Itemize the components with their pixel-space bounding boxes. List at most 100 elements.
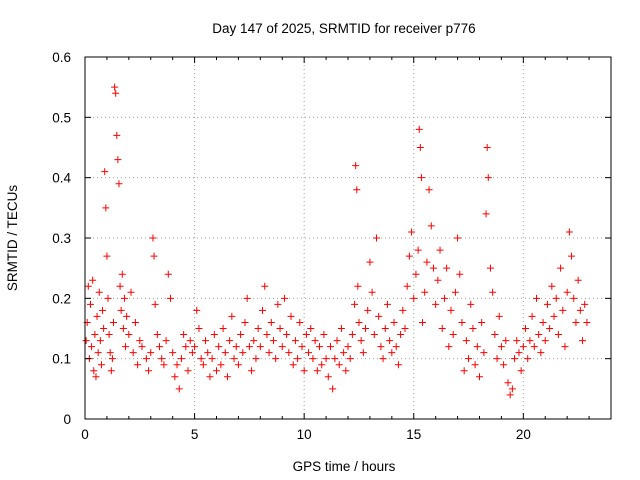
- data-point: [359, 349, 367, 357]
- data-point: [223, 373, 231, 381]
- data-point: [421, 288, 429, 296]
- data-point: [289, 361, 297, 369]
- data-point: [436, 246, 444, 254]
- data-point: [285, 349, 293, 357]
- data-point: [473, 343, 481, 351]
- data-point: [134, 361, 142, 369]
- data-point: [539, 318, 547, 326]
- data-point: [351, 300, 359, 308]
- data-point: [405, 252, 413, 260]
- data-point: [340, 349, 348, 357]
- data-point: [368, 288, 376, 296]
- data-point: [259, 306, 267, 314]
- data-point: [122, 343, 130, 351]
- data-point: [432, 300, 440, 308]
- data-point: [241, 318, 249, 326]
- data-point: [403, 282, 411, 290]
- data-point: [104, 294, 112, 302]
- data-point: [193, 306, 201, 314]
- data-point: [117, 306, 125, 314]
- data-point: [440, 294, 448, 302]
- data-point: [377, 343, 385, 351]
- data-point: [331, 355, 339, 363]
- data-point: [283, 331, 291, 339]
- data-point: [138, 343, 146, 351]
- data-point: [269, 337, 277, 345]
- data-point: [320, 331, 328, 339]
- data-point: [579, 337, 587, 345]
- y-tick-label: 0: [63, 412, 71, 427]
- data-point: [364, 306, 372, 314]
- data-point: [100, 325, 108, 332]
- data-point: [228, 312, 236, 320]
- data-point: [537, 349, 545, 357]
- data-point: [94, 349, 102, 357]
- data-point: [294, 355, 302, 363]
- data-point: [217, 361, 225, 369]
- data-point: [305, 349, 313, 357]
- data-point: [515, 349, 523, 357]
- data-point: [427, 222, 435, 230]
- data-point: [116, 282, 124, 290]
- data-point: [469, 325, 477, 332]
- data-point: [114, 156, 122, 164]
- data-point: [232, 343, 240, 351]
- data-point: [97, 361, 105, 369]
- data-point: [519, 343, 527, 351]
- data-point: [204, 349, 212, 357]
- data-point: [300, 367, 308, 375]
- data-point: [462, 337, 470, 345]
- data-point: [415, 125, 423, 133]
- data-point: [493, 355, 501, 363]
- data-points: [82, 83, 591, 399]
- data-point: [106, 349, 114, 357]
- data-point: [267, 318, 275, 326]
- data-point: [329, 385, 337, 393]
- data-point: [153, 331, 161, 339]
- x-tick-label: 5: [191, 427, 199, 442]
- data-point: [399, 306, 407, 314]
- data-point: [513, 337, 521, 345]
- data-point: [177, 355, 185, 363]
- data-point: [449, 331, 457, 339]
- data-point: [108, 355, 116, 363]
- data-point: [353, 186, 361, 194]
- data-point: [125, 331, 133, 339]
- data-point: [522, 325, 530, 332]
- data-point: [583, 318, 591, 326]
- data-point: [90, 367, 98, 375]
- data-point: [482, 210, 490, 218]
- data-point: [401, 325, 409, 332]
- data-point: [370, 331, 378, 339]
- data-point: [206, 373, 214, 381]
- data-point: [324, 373, 332, 381]
- data-point: [561, 343, 569, 351]
- data-point: [166, 294, 174, 302]
- data-point: [113, 131, 121, 139]
- data-point: [164, 270, 172, 278]
- data-point: [572, 318, 580, 326]
- data-point: [169, 349, 177, 357]
- data-point: [357, 337, 365, 345]
- axis-ticks: [84, 56, 612, 420]
- data-point: [92, 373, 100, 381]
- x-axis-label: GPS time / hours: [293, 459, 396, 474]
- data-point: [180, 331, 188, 339]
- data-point: [230, 355, 238, 363]
- data-point: [362, 325, 370, 332]
- data-point: [471, 361, 479, 369]
- data-point: [219, 325, 227, 332]
- data-point: [344, 343, 352, 351]
- data-point: [123, 312, 131, 320]
- data-point: [550, 312, 558, 320]
- data-point: [425, 186, 433, 194]
- data-point: [195, 325, 203, 332]
- data-point: [419, 318, 427, 326]
- data-point: [563, 288, 571, 296]
- data-point: [524, 355, 532, 363]
- data-point: [335, 361, 343, 369]
- data-point: [388, 349, 396, 357]
- data-point: [541, 337, 549, 345]
- grid: [85, 57, 611, 419]
- data-point: [348, 331, 356, 339]
